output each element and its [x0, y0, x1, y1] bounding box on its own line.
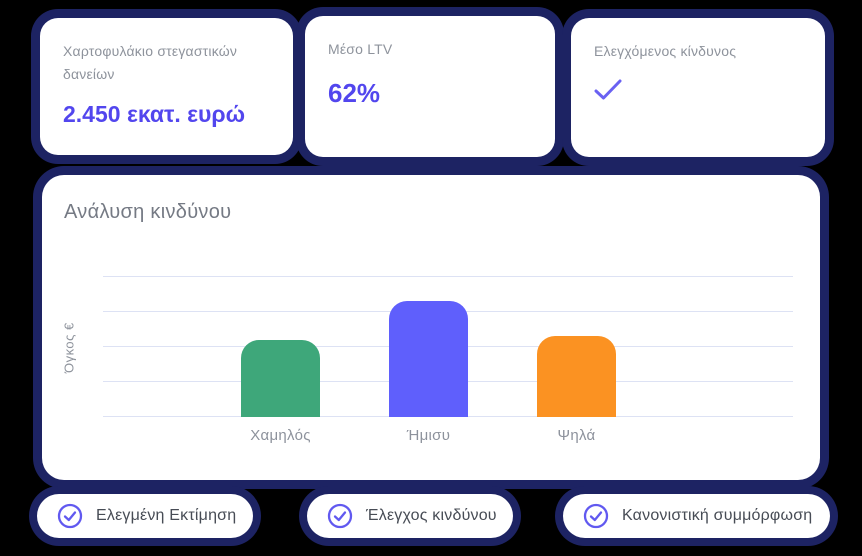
stat-card-portfolio: Χαρτοφυλάκιο στεγαστικών δανείων 2.450 ε…	[40, 18, 293, 155]
chart-plot	[103, 276, 793, 417]
chart-title: Ανάλυση κινδύνου	[64, 201, 232, 223]
category-label: Ήμισυ	[406, 427, 451, 444]
category-label: Ψηλά	[557, 427, 596, 444]
badge-audited-estimate: Ελεγμένη Εκτίμηση	[37, 494, 253, 538]
stat-value: 2.450 εκατ. ευρώ	[63, 101, 246, 128]
badge-label: Κανονιστική συμμόρφωση	[622, 507, 813, 524]
stat-label: Ελεγχόμενος κίνδυνος	[594, 43, 737, 59]
y-axis-label: Όγκος €	[61, 322, 77, 374]
risk-analysis-card: Ανάλυση κινδύνου Όγκος € Χαμηλός Ήμισυ Ψηλ…	[42, 175, 820, 480]
category-label: Χαμηλός	[250, 427, 311, 444]
stat-card-ltv: Μέσο LTV 62%	[305, 16, 555, 157]
check-circle-icon	[57, 503, 83, 529]
badge-risk-control: Έλεγχος κινδύνου	[307, 494, 513, 538]
stat-card-controlled-risk: Ελεγχόμενος κίνδυνος	[571, 18, 825, 157]
bar-Ήμισυ	[389, 301, 468, 417]
stat-value: 62%	[328, 78, 381, 109]
gridline	[103, 276, 793, 277]
check-circle-icon	[583, 503, 609, 529]
checkmark-icon	[594, 79, 622, 101]
bar-Χαμηλός	[241, 340, 320, 417]
bar-Ψηλά	[537, 336, 616, 417]
badge-regulatory-compliance: Κανονιστική συμμόρφωση	[563, 494, 830, 538]
badge-label: Έλεγχος κινδύνου	[366, 507, 497, 524]
badge-label: Ελεγμένη Εκτίμηση	[96, 507, 237, 524]
check-circle-icon	[327, 503, 353, 529]
stat-label: Χαρτοφυλάκιο στεγαστικών δανείων	[63, 43, 238, 83]
stat-label: Μέσο LTV	[328, 41, 393, 57]
